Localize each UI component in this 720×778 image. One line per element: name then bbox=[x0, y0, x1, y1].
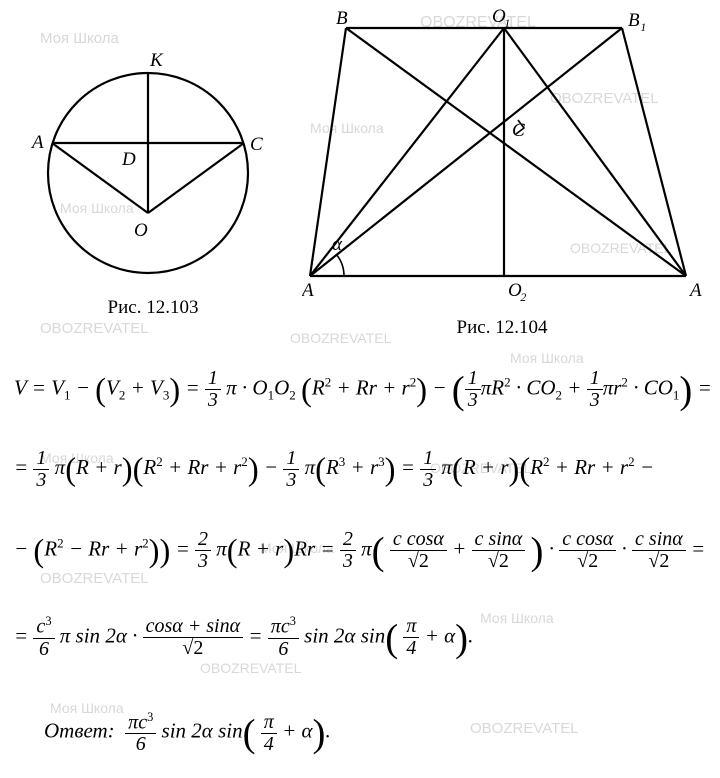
svg-text:B: B bbox=[336, 8, 348, 29]
svg-text:α: α bbox=[332, 234, 343, 255]
figure-right-svg: αBO1B1CAO2A1 bbox=[302, 8, 702, 308]
svg-text:C: C bbox=[250, 134, 263, 155]
equations-block: V = V1 − (V2 + V3) = 13 π · O1O2 (R2 + R… bbox=[0, 339, 720, 778]
figure-left-svg: K A C D O bbox=[18, 8, 288, 288]
svg-text:A: A bbox=[30, 132, 44, 153]
eq-line-2: = 13 π(R + r)(R2 + Rr + r2) − 13 π(R3 + … bbox=[14, 434, 706, 507]
svg-text:A: A bbox=[688, 280, 702, 301]
figure-left: K A C D O Рис. 12.103 bbox=[18, 8, 288, 339]
svg-text:O: O bbox=[134, 220, 148, 241]
figure-left-caption: Рис. 12.103 bbox=[18, 297, 288, 319]
answer-line: Ответ: πc36 sin 2α sin( π4 + α). bbox=[14, 690, 706, 777]
figure-right-caption: Рис. 12.104 bbox=[302, 317, 702, 339]
svg-text:2: 2 bbox=[520, 291, 526, 304]
svg-text:B: B bbox=[628, 10, 640, 31]
answer-label: Ответ: bbox=[44, 719, 115, 743]
eq-line-3: − (R2 − Rr + r2)) = 23 π(R + r)Rr = 23 π… bbox=[14, 508, 706, 595]
svg-text:K: K bbox=[149, 50, 164, 71]
svg-text:C: C bbox=[512, 120, 525, 141]
svg-text:A: A bbox=[302, 280, 314, 301]
svg-text:1: 1 bbox=[640, 21, 646, 34]
eq-line-4: = c36 π sin 2α · cosα + sinα√2 = πc36 si… bbox=[14, 595, 706, 682]
svg-text:1: 1 bbox=[504, 17, 510, 30]
eq-line-1: V = V1 − (V2 + V3) = 13 π · O1O2 (R2 + R… bbox=[14, 347, 706, 434]
svg-text:D: D bbox=[121, 149, 136, 170]
figure-right: αBO1B1CAO2A1 Рис. 12.104 bbox=[302, 8, 702, 339]
